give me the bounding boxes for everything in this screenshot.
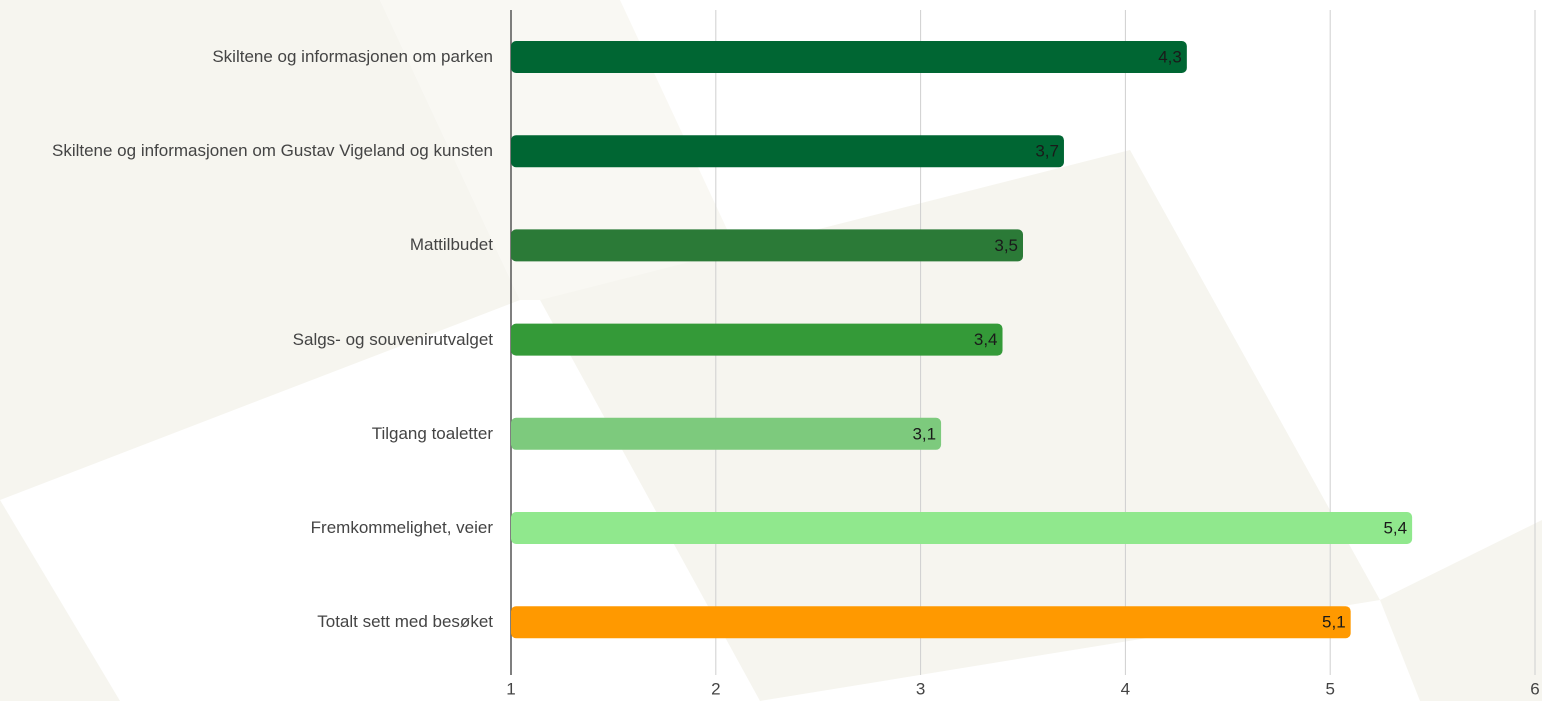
data-label: 5,4 [1383, 518, 1407, 537]
y-tick-label: Fremkommelighet, veier [310, 518, 493, 537]
bar [511, 417, 942, 450]
y-tick-label: Mattilbudet [409, 235, 493, 255]
y-tick-label: Totalt sett med besøket [317, 612, 493, 632]
x-tick-label: 2 [711, 679, 720, 698]
bar [511, 323, 1003, 356]
x-tick-label: 1 [506, 679, 515, 698]
x-tick-label: 3 [916, 679, 925, 698]
y-tick-label: Skiltene og informasjonen om Gustav Vige… [51, 141, 493, 161]
bar [511, 135, 1064, 168]
bar [511, 512, 1413, 544]
bar [511, 606, 1351, 639]
x-tick-label: 6 [1530, 679, 1539, 698]
x-tick-label: 4 [1121, 679, 1130, 698]
y-tick-label: Tilgang toaletter [371, 423, 493, 443]
data-label: 4,3 [1158, 47, 1182, 66]
data-label: 3,1 [912, 424, 936, 443]
y-tick-label: Skiltene og informasjonen om parken [212, 47, 493, 66]
data-label: 3,7 [1035, 142, 1059, 161]
data-label: 5,1 [1322, 613, 1346, 632]
bar [511, 229, 1023, 262]
data-label: 3,5 [994, 236, 1018, 255]
x-tick-label: 5 [1325, 679, 1334, 698]
bar [511, 41, 1187, 73]
data-label: 3,4 [974, 330, 998, 349]
y-tick-label: Salgs- og souvenirutvalget [292, 329, 493, 349]
